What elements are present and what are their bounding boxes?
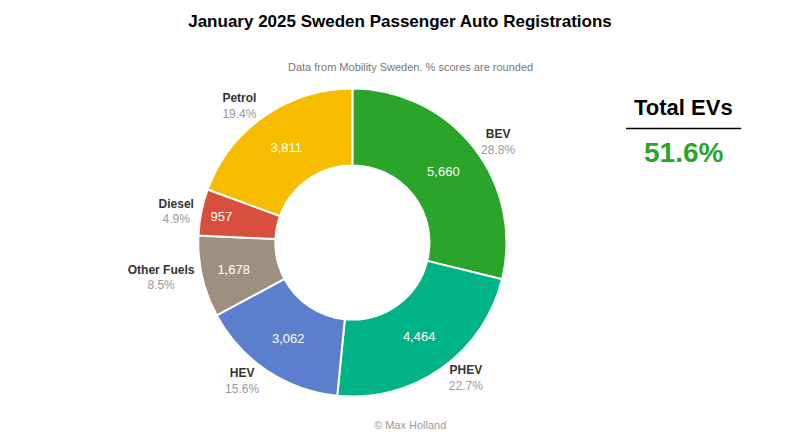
svg-text:PHEV22.7%: PHEV22.7% [449, 363, 483, 393]
svg-text:5,660: 5,660 [427, 164, 460, 179]
svg-text:January 2025 Sweden Passenger: January 2025 Sweden Passenger Auto Regis… [188, 12, 612, 31]
svg-text:Data from Mobility Sweden. % s: Data from Mobility Sweden. % scores are … [288, 61, 533, 73]
svg-text:51.6%: 51.6% [644, 137, 723, 168]
svg-text:Diesel4.9%: Diesel4.9% [159, 197, 194, 227]
svg-text:957: 957 [210, 209, 232, 224]
svg-text:BEV28.8%: BEV28.8% [481, 127, 515, 157]
svg-text:1,678: 1,678 [217, 262, 250, 277]
svg-text:3,062: 3,062 [272, 331, 305, 346]
svg-text:4,464: 4,464 [403, 329, 436, 344]
svg-text:HEV15.6%: HEV15.6% [225, 366, 259, 396]
svg-text:© Max Holland: © Max Holland [374, 419, 446, 431]
svg-text:3,811: 3,811 [270, 140, 302, 155]
svg-text:Total EVs: Total EVs [634, 95, 733, 120]
svg-text:Petrol19.4%: Petrol19.4% [222, 91, 256, 121]
svg-text:Other Fuels8.5%: Other Fuels8.5% [128, 263, 195, 293]
